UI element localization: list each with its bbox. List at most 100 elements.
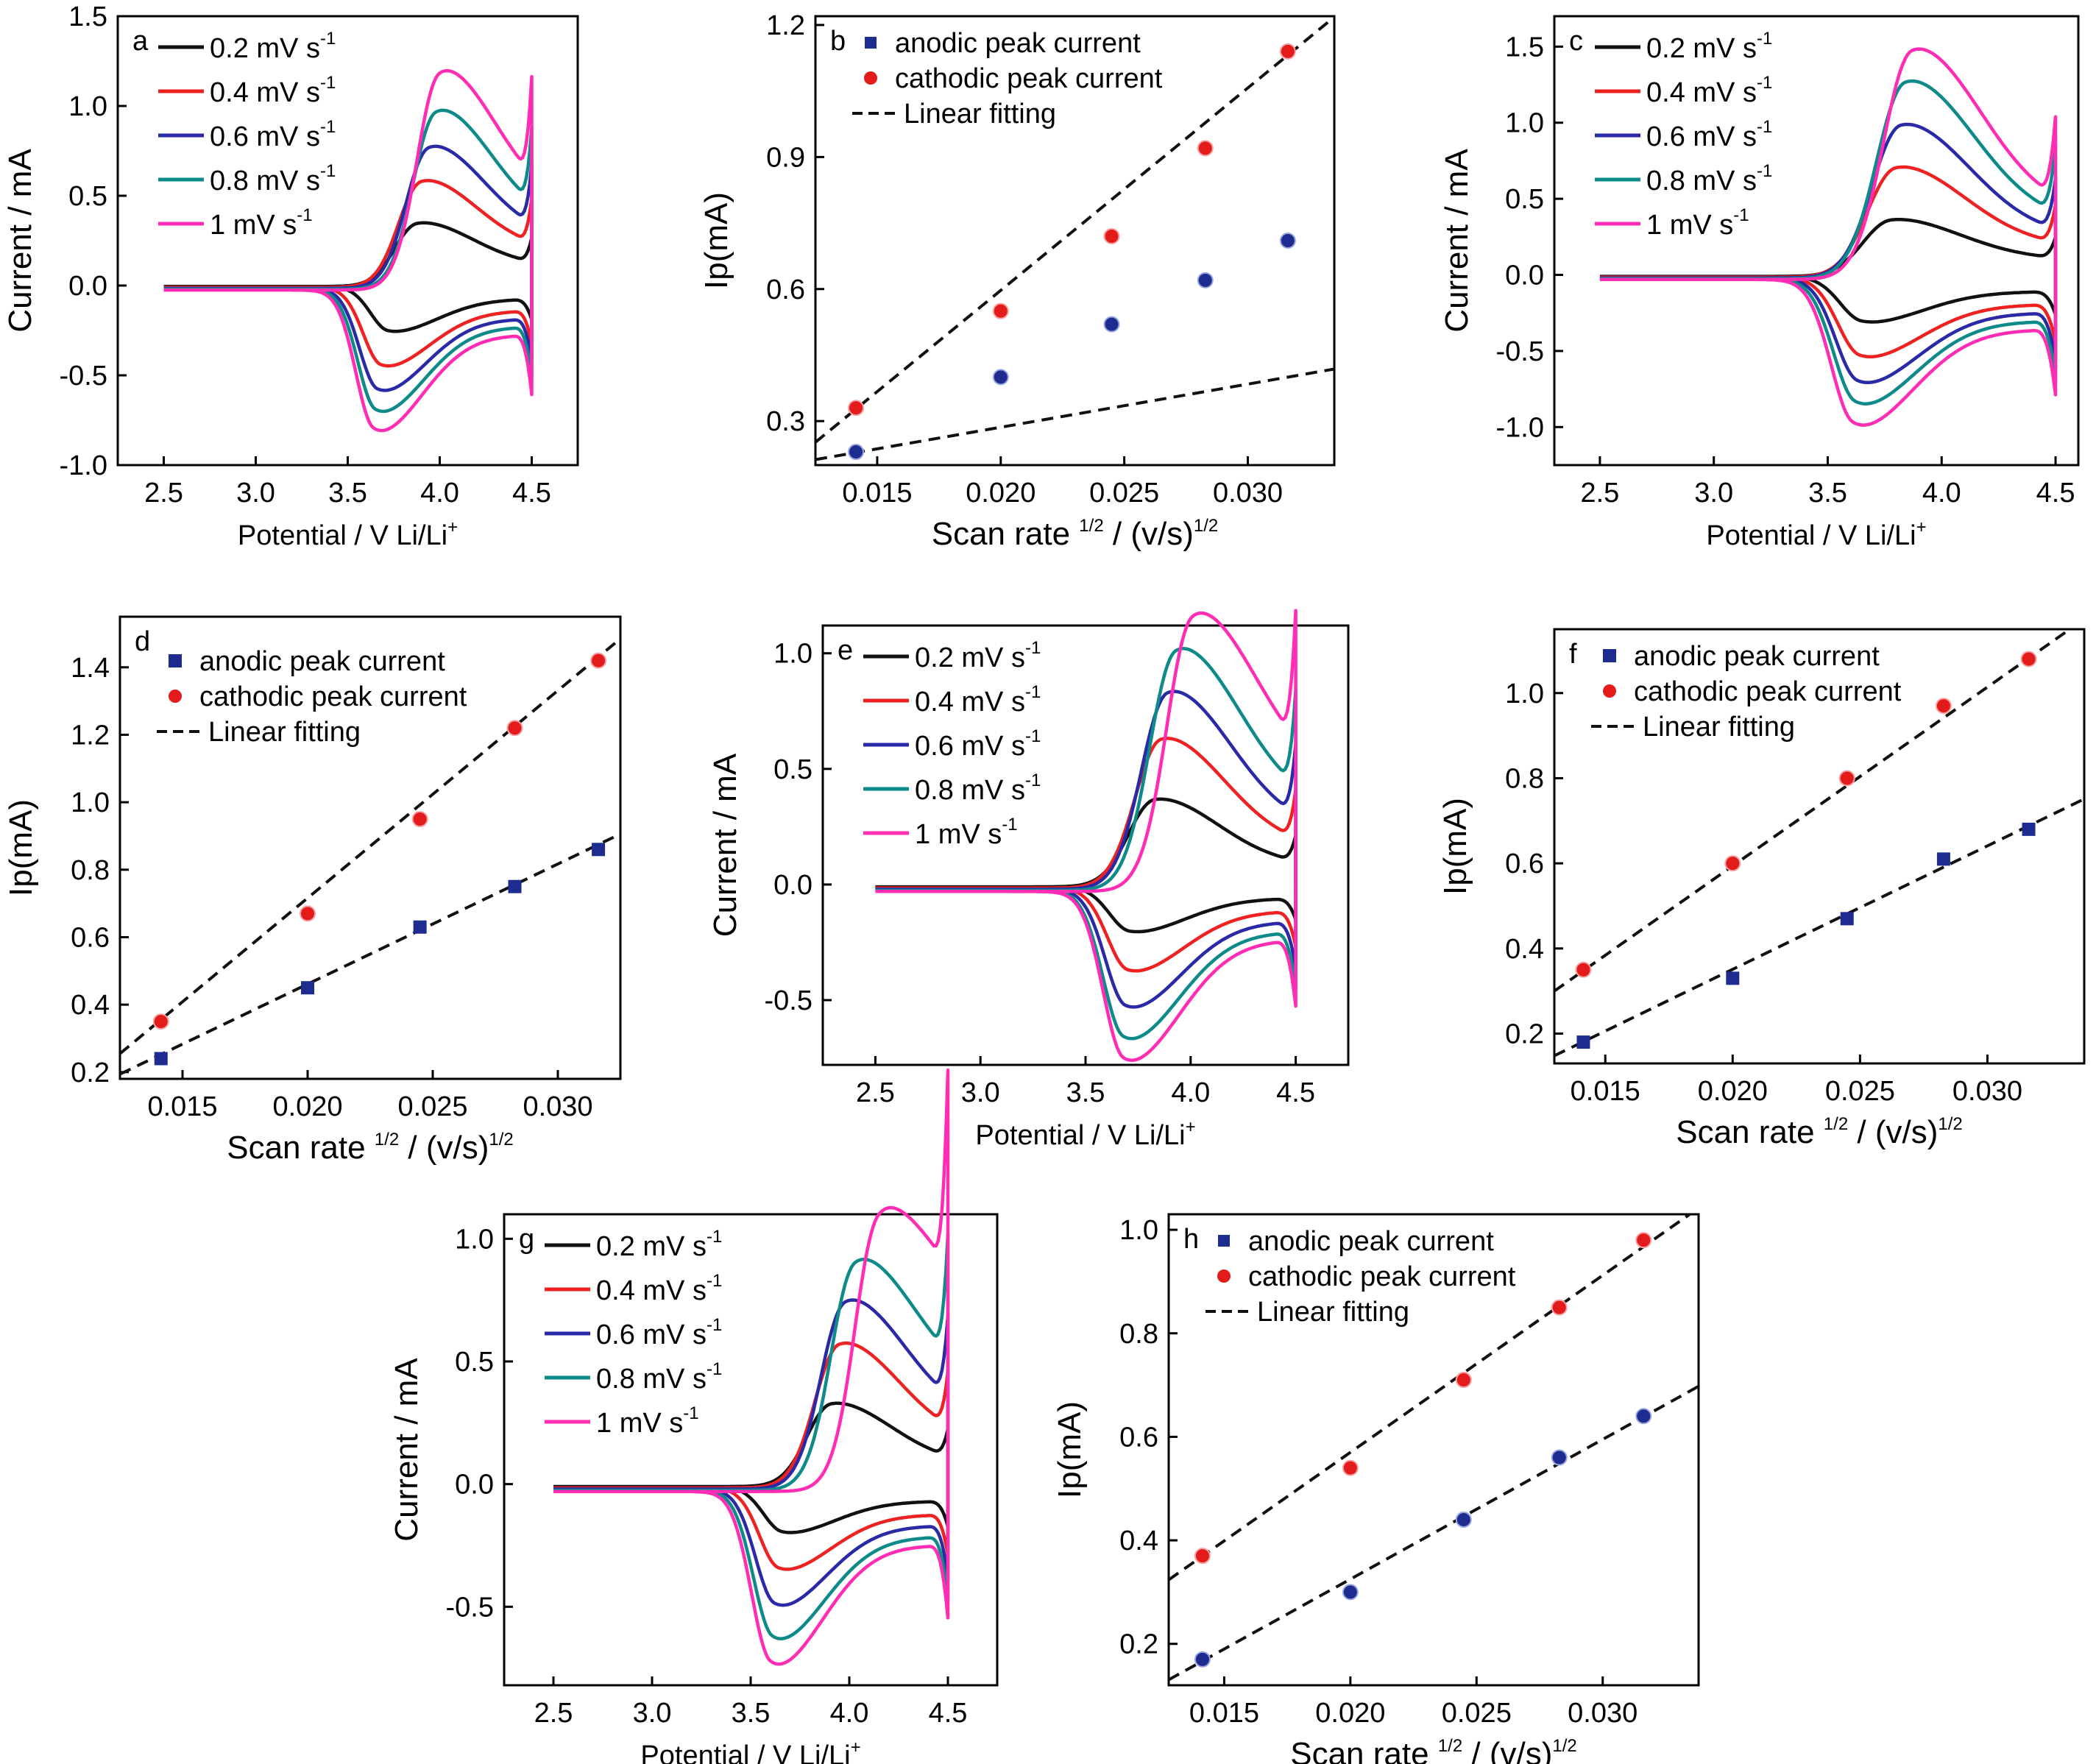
cathodic-marker bbox=[1724, 855, 1741, 872]
x-tick-label: 0.025 bbox=[1825, 1076, 1895, 1107]
legend-entry: anodic peak current bbox=[1248, 1226, 1494, 1257]
x-axis-label: Scan rate 1/2 / (v/s)1/2 bbox=[932, 516, 1219, 552]
x-axis-label-text: Potential / V Li/Li bbox=[238, 520, 447, 551]
anodic-marker bbox=[992, 369, 1009, 386]
legend-anodic-swatch bbox=[1218, 1235, 1230, 1247]
y-tick-label: 0.0 bbox=[773, 870, 812, 901]
x-tick-label: 2.5 bbox=[534, 1698, 573, 1729]
cathodic-marker bbox=[506, 720, 523, 737]
y-tick-label: 0.4 bbox=[1505, 934, 1544, 965]
panel-letter: f bbox=[1569, 639, 1577, 670]
y-axis-label: Ip(mA) bbox=[3, 799, 39, 896]
x-axis-label-text: / (v/s) bbox=[1104, 516, 1194, 552]
anodic-marker bbox=[1635, 1408, 1652, 1425]
linear-fit-line bbox=[120, 832, 620, 1076]
legend-entry: 0.6 mV s-1 bbox=[1646, 117, 1772, 152]
plot-frame bbox=[1167, 1213, 1700, 1687]
plot-frame bbox=[814, 15, 1336, 467]
x-axis-label: Potential / V Li/Li+ bbox=[640, 1738, 860, 1764]
y-axis-label: Current / mA bbox=[707, 753, 743, 937]
anodic-marker bbox=[1840, 912, 1854, 926]
legend-entry: 0.4 mV s-1 bbox=[210, 73, 336, 108]
legend-cathodic-swatch bbox=[1217, 1269, 1231, 1283]
y-tick-label: 0.6 bbox=[71, 922, 110, 953]
y-tick-label: 1.0 bbox=[71, 787, 110, 818]
x-tick-label: 2.5 bbox=[1580, 478, 1619, 509]
legend-entry: 0.6 mV s-1 bbox=[210, 117, 336, 152]
legend-entry: 0.8 mV s-1 bbox=[210, 161, 336, 196]
legend-entry-text: 0.2 mV s bbox=[1646, 33, 1757, 64]
x-axis-label-sup: + bbox=[1916, 517, 1927, 537]
x-axis-label-text: Scan rate bbox=[1676, 1114, 1824, 1150]
anodic-marker bbox=[1342, 1584, 1359, 1601]
x-tick-label: 0.030 bbox=[1568, 1698, 1638, 1729]
cathodic-marker bbox=[2020, 651, 2037, 667]
linear-fit-line bbox=[815, 16, 1334, 444]
cathodic-marker bbox=[411, 811, 428, 828]
legend-entry-text: 0.8 mV s bbox=[1646, 166, 1757, 196]
legend-entry-text: 1 mV s bbox=[1646, 210, 1733, 241]
x-tick-label: 4.0 bbox=[1171, 1077, 1210, 1108]
legend-entry: Linear fitting bbox=[1257, 1297, 1409, 1328]
cathodic-marker bbox=[848, 400, 865, 417]
panel-e: 2.5 3.0 3.5 4.0 4.5 -0.5 0.0 0.5 1.0 Potential / … bbox=[707, 609, 1350, 1151]
x-tick-label: 4.5 bbox=[929, 1698, 968, 1729]
legend-entry-text: 0.2 mV s bbox=[915, 642, 1025, 673]
x-axis-label: Potential / V Li/Li+ bbox=[1706, 517, 1926, 551]
anodic-marker bbox=[1455, 1511, 1472, 1528]
panel-h: 0.015 0.020 0.025 0.030 0.2 0.4 0.6 0.8 1.0 Scan … bbox=[1052, 1213, 1700, 1764]
x-tick-label: 4.5 bbox=[512, 478, 551, 509]
anodic-marker bbox=[1576, 1035, 1590, 1049]
panel-c: 2.5 3.0 3.5 4.0 4.5 -1.0 -0.5 0.0 0.5 1.0 1.5 Poten… bbox=[1439, 15, 2080, 551]
anodic-marker bbox=[508, 879, 522, 893]
x-tick-label: 0.025 bbox=[1442, 1698, 1512, 1729]
legend-entry: 0.8 mV s-1 bbox=[1646, 161, 1772, 196]
y-tick-label: 0.9 bbox=[766, 142, 805, 173]
legend-entry-text: 0.8 mV s bbox=[596, 1364, 707, 1395]
x-axis-label: Scan rate 1/2 / (v/s)1/2 bbox=[1676, 1114, 1963, 1150]
legend-entry-sup: -1 bbox=[1025, 682, 1041, 702]
legend-entry: anodic peak current bbox=[1634, 641, 1880, 672]
panel-letter: h bbox=[1183, 1224, 1199, 1255]
legend-cathodic-swatch bbox=[864, 71, 877, 85]
y-tick-label: 0.6 bbox=[1505, 849, 1544, 879]
x-tick-label: 0.020 bbox=[1698, 1076, 1768, 1107]
cv-curve-1 bbox=[1599, 47, 2058, 427]
y-tick-label: 0.6 bbox=[1119, 1422, 1158, 1453]
legend-entry-text: 0.4 mV s bbox=[1646, 77, 1757, 108]
legend-entry-sup: -1 bbox=[707, 1227, 722, 1247]
x-tick-label: 0.030 bbox=[1952, 1076, 2022, 1107]
legend-entry: 0.6 mV s-1 bbox=[596, 1315, 722, 1350]
y-axis-label: Current / mA bbox=[2, 149, 38, 333]
x-tick-label: 3.5 bbox=[732, 1698, 771, 1729]
x-tick-label: 0.025 bbox=[1089, 478, 1159, 509]
anodic-marker bbox=[1936, 852, 1950, 866]
x-axis-label-text: / (v/s) bbox=[1462, 1736, 1552, 1764]
y-tick-label: 0.2 bbox=[71, 1058, 110, 1088]
legend-entry-text: 1 mV s bbox=[915, 819, 1002, 850]
y-tick-label: -1.0 bbox=[60, 450, 107, 481]
legend-entry-sup: -1 bbox=[297, 205, 312, 225]
x-axis-label-sup: 1/2 bbox=[1438, 1736, 1462, 1756]
plot-frame bbox=[1553, 628, 2086, 1065]
legend-entry: 0.8 mV s-1 bbox=[915, 771, 1041, 806]
x-axis-label-sup: 1/2 bbox=[1552, 1736, 1576, 1756]
cathodic-marker bbox=[1279, 43, 1296, 60]
legend-entry: 0.8 mV s-1 bbox=[596, 1359, 722, 1395]
cathodic-marker bbox=[152, 1013, 169, 1030]
anodic-marker bbox=[301, 981, 314, 995]
legend-entry-sup: -1 bbox=[707, 1271, 722, 1291]
y-tick-label: 0.6 bbox=[766, 274, 805, 305]
linear-fit-line bbox=[1554, 797, 2084, 1058]
linear-fit-line bbox=[1169, 1214, 1693, 1581]
y-tick-label: 1.0 bbox=[1119, 1215, 1158, 1246]
legend-entry-sup: -1 bbox=[1025, 638, 1041, 658]
legend-anodic-swatch bbox=[169, 654, 182, 667]
legend-entry-text: 0.4 mV s bbox=[210, 77, 320, 108]
legend-entry-sup: -1 bbox=[1757, 117, 1772, 137]
legend-entry-text: 0.8 mV s bbox=[210, 166, 320, 196]
cathodic-marker bbox=[1575, 961, 1592, 978]
legend-entry-text: 0.6 mV s bbox=[915, 731, 1025, 762]
linear-fit-line bbox=[815, 367, 1334, 461]
x-tick-label: 3.5 bbox=[328, 478, 367, 509]
